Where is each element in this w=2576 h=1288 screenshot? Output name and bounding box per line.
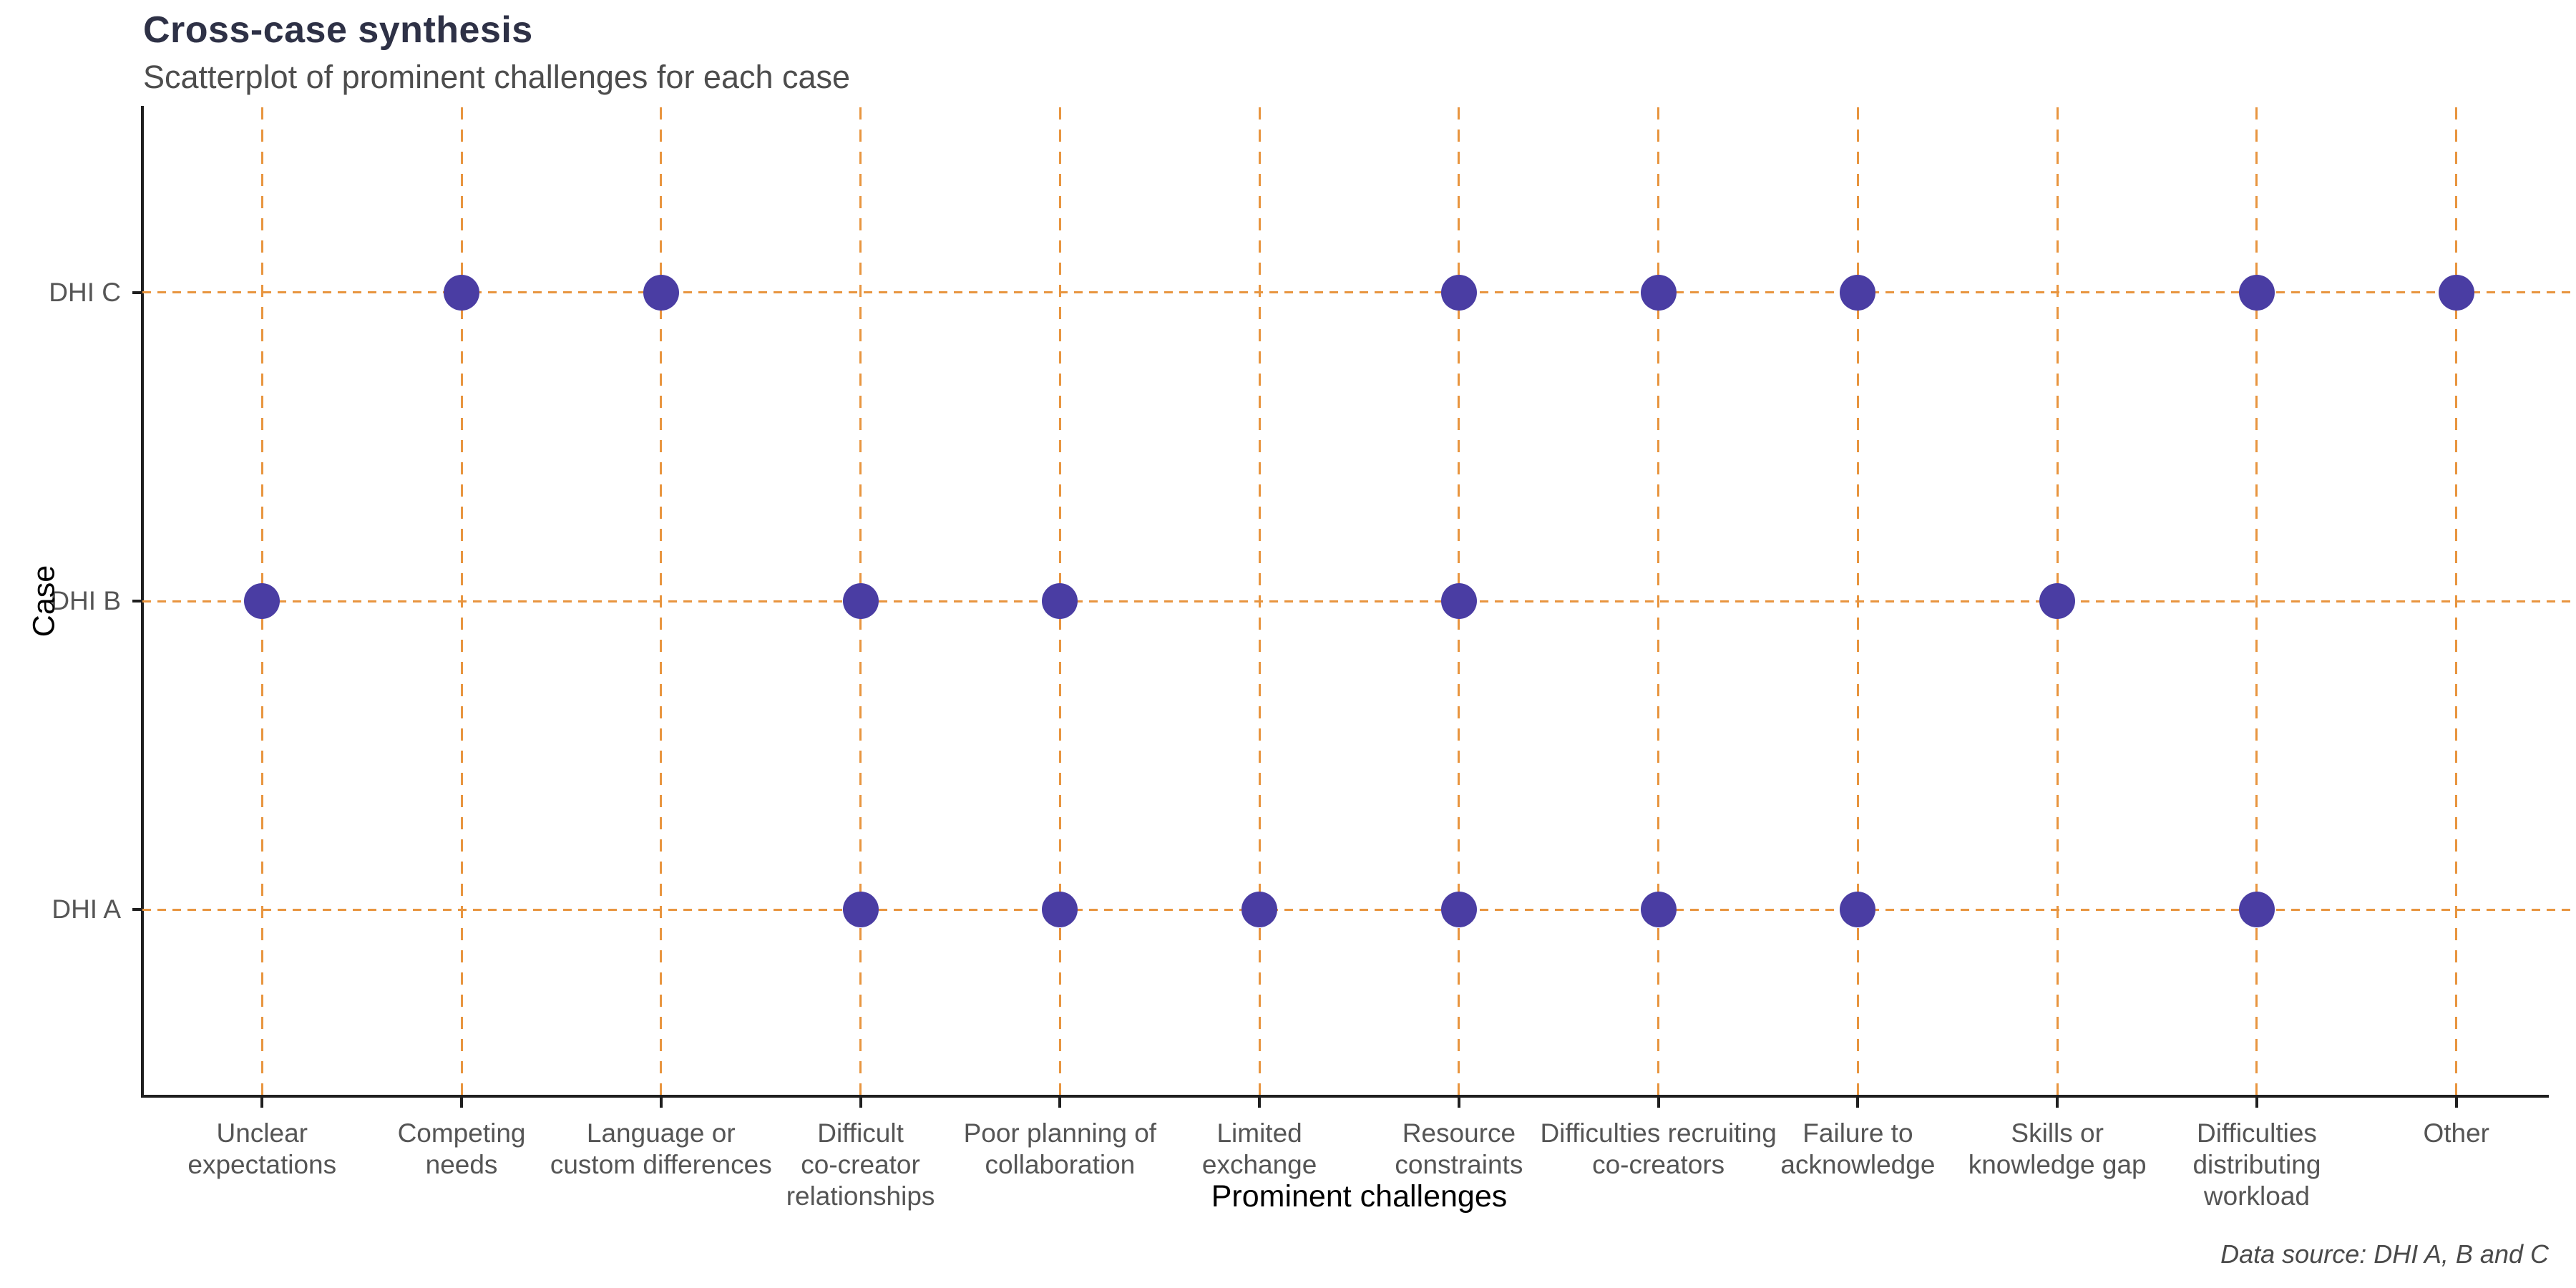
x-tick-label: Competing needs	[397, 1118, 526, 1179]
data-point	[1042, 583, 1078, 619]
x-axis-line	[141, 1095, 2549, 1098]
x-tick-label: Difficult co-creator relationships	[786, 1118, 935, 1211]
horizontal-gridline	[142, 908, 2576, 911]
data-point	[643, 274, 679, 311]
y-tick-label: DHI C	[49, 277, 121, 307]
data-point	[1440, 583, 1477, 619]
x-tick-label: Resource constraints	[1395, 1118, 1523, 1179]
y-axis-tick	[132, 291, 142, 294]
data-point	[842, 892, 879, 928]
data-point	[1840, 274, 1876, 311]
data-point	[2238, 274, 2275, 311]
data-point	[1440, 892, 1477, 928]
x-axis-tick	[2255, 1098, 2258, 1108]
scatterplot-panel: Unclear expectations Competing needs Langu…	[49, 107, 2576, 1211]
x-axis-tick	[1058, 1098, 1062, 1108]
x-axis-tick	[1856, 1098, 1860, 1108]
data-point	[2438, 274, 2474, 311]
data-point	[1840, 892, 1876, 928]
x-tick-label: Language or custom differences	[550, 1118, 772, 1179]
horizontal-gridline	[142, 291, 2576, 294]
data-point	[1241, 892, 1278, 928]
data-point	[1640, 274, 1677, 311]
x-axis-tick	[1457, 1098, 1460, 1108]
data-point	[244, 583, 280, 619]
x-axis-title: Prominent challenges	[1211, 1179, 1508, 1214]
data-point	[1440, 274, 1477, 311]
x-tick-label: Difficulties recruiting co-creators	[1540, 1118, 1777, 1179]
x-tick-label: Other	[2423, 1118, 2489, 1148]
x-tick-label: Limited exchange	[1201, 1118, 1317, 1179]
y-tick-label: DHI A	[52, 894, 121, 924]
y-axis-tick	[132, 908, 142, 912]
data-point	[444, 274, 480, 311]
x-axis-tick	[859, 1098, 862, 1108]
data-point	[1042, 892, 1078, 928]
horizontal-gridline	[142, 600, 2576, 602]
x-axis-tick	[460, 1098, 464, 1108]
x-axis-tick	[260, 1098, 264, 1108]
data-point	[2238, 892, 2275, 928]
x-axis-tick	[1657, 1098, 1660, 1108]
x-axis-tick	[659, 1098, 663, 1108]
chart-title: Cross-case synthesis	[143, 9, 533, 51]
x-tick-label: Skills or knowledge gap	[1968, 1118, 2147, 1179]
x-tick-label: Failure to acknowledge	[1780, 1118, 1936, 1179]
y-tick-label: DHI B	[50, 586, 121, 615]
data-point	[842, 583, 879, 619]
x-axis-tick	[1258, 1098, 1262, 1108]
x-axis-tick	[2056, 1098, 2059, 1108]
x-axis-tick	[2454, 1098, 2458, 1108]
x-tick-label: Difficulties distributing workload	[2192, 1118, 2321, 1211]
x-tick-label: Unclear expectations	[187, 1118, 337, 1179]
data-point	[2039, 583, 2076, 619]
chart-subtitle: Scatterplot of prominent challenges for …	[143, 59, 851, 95]
x-tick-label: Poor planning of collaboration	[963, 1118, 1157, 1179]
data-source-caption: Data source: DHI A, B and C	[2220, 1239, 2549, 1269]
y-axis-tick	[132, 600, 142, 602]
data-point	[1640, 892, 1677, 928]
y-axis-title: Case	[26, 565, 62, 638]
